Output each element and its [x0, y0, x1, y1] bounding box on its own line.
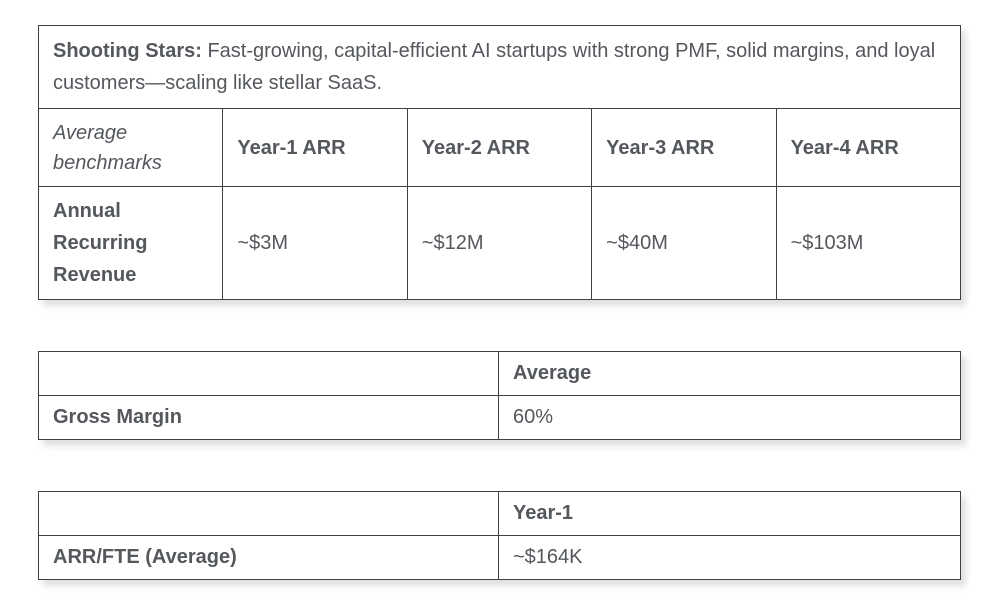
- table-caption-cell: Shooting Stars: Fast-growing, capital-ef…: [38, 25, 961, 109]
- caption-description: Fast-growing, capital-efficient AI start…: [53, 40, 936, 94]
- arr-fte-table: Year-1 ARR/FTE (Average) ~$164K: [38, 491, 961, 580]
- arr-data-row: Annual Recurring Revenue ~$3M ~$12M ~$40…: [37, 186, 962, 300]
- caption-title: Shooting Stars:: [53, 40, 202, 62]
- benchmarks-table: Shooting Stars: Fast-growing, capital-ef…: [37, 25, 962, 300]
- header-year2-arr: Year-2 ARR: [406, 108, 593, 187]
- gross-margin-value: 60%: [498, 395, 961, 440]
- arr-fte-header-row: Year-1: [38, 491, 961, 536]
- header-year1-arr: Year-1 ARR: [222, 108, 408, 187]
- benchmarks-header-row: Average benchmarks Year-1 ARR Year-2 ARR…: [37, 108, 962, 187]
- arr-year2-value: ~$12M: [406, 186, 593, 300]
- header-average: Average: [498, 351, 961, 396]
- gross-margin-header-row: Average: [38, 351, 961, 396]
- table-caption-row: Shooting Stars: Fast-growing, capital-ef…: [38, 25, 961, 109]
- row-label-gross-margin: Gross Margin: [38, 395, 499, 440]
- gross-margin-data-row: Gross Margin 60%: [38, 395, 961, 440]
- arr-year3-value: ~$40M: [591, 186, 777, 300]
- arr-fte-header-empty-cell: [38, 491, 499, 536]
- gross-margin-table: Average Gross Margin 60%: [38, 351, 961, 440]
- header-year1: Year-1: [498, 491, 961, 536]
- arr-year1-value: ~$3M: [222, 186, 408, 300]
- header-average-benchmarks: Average benchmarks: [37, 108, 224, 187]
- header-year3-arr: Year-3 ARR: [591, 108, 777, 187]
- arr-fte-data-row: ARR/FTE (Average) ~$164K: [38, 535, 961, 580]
- arr-fte-value: ~$164K: [498, 535, 961, 580]
- row-label-arr-fte: ARR/FTE (Average): [38, 535, 499, 580]
- row-label-annual-recurring-revenue: Annual Recurring Revenue: [37, 186, 224, 300]
- document-page: Shooting Stars: Fast-growing, capital-ef…: [37, 25, 962, 580]
- gross-margin-header-empty-cell: [38, 351, 499, 396]
- arr-year4-value: ~$103M: [775, 186, 962, 300]
- header-year4-arr: Year-4 ARR: [775, 108, 962, 187]
